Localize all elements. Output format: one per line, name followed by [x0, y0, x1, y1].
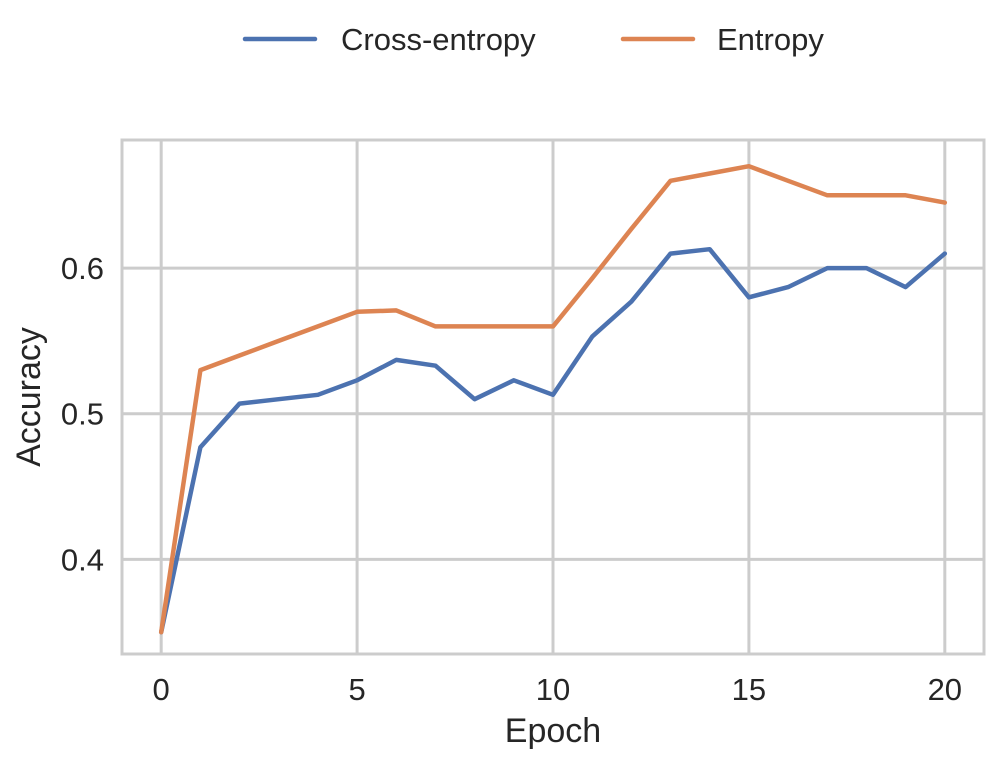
y-tick-label: 0.4 [61, 542, 104, 577]
legend-label: Cross-entropy [341, 22, 536, 57]
legend-label: Entropy [717, 22, 824, 57]
x-tick-label: 0 [153, 672, 170, 707]
x-tick-label: 10 [536, 672, 570, 707]
y-tick-label: 0.5 [61, 397, 104, 432]
series-line-cross-entropy [158, 246, 948, 635]
x-tick-label: 15 [732, 672, 766, 707]
series-layer [158, 163, 948, 635]
x-tick-label: 5 [348, 672, 365, 707]
tick-labels: 0 5 10 15 20 0.4 0.5 0.6 [61, 251, 962, 707]
plot-frame [120, 138, 986, 656]
y-axis-label: Accuracy [10, 327, 48, 467]
grid [122, 140, 984, 654]
x-axis-label: Epoch [505, 712, 601, 750]
series-line-entropy [158, 163, 948, 635]
y-tick-label: 0.6 [61, 251, 104, 286]
x-tick-label: 20 [928, 672, 962, 707]
legend: Cross-entropy Entropy [242, 22, 824, 57]
